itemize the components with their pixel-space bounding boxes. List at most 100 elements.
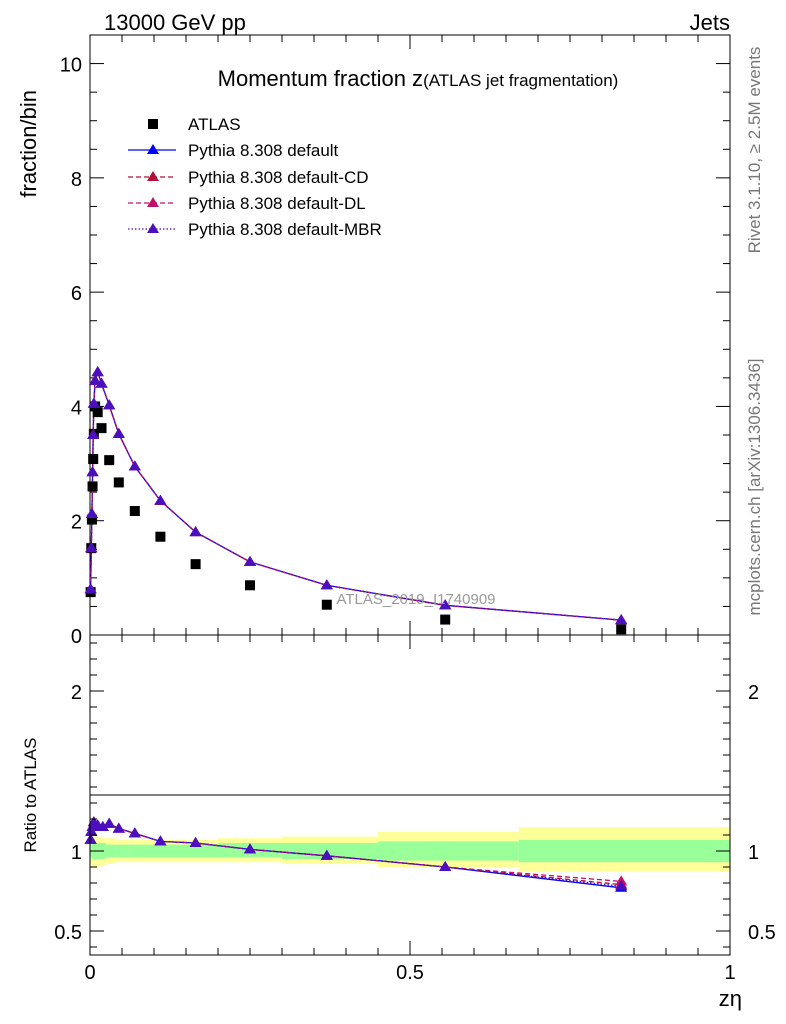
x-axis-label: zη: [719, 986, 742, 1011]
ratio-y-axis-label: Ratio to ATLAS: [21, 738, 40, 853]
legend-label-default: Pythia 8.308 default: [188, 141, 339, 160]
main-axis-ticks: 0 2 4 6 8 10: [60, 34, 731, 648]
ratio-y-tick-label: 2: [71, 682, 82, 704]
main-mc-point-4: [87, 429, 100, 439]
ratio-mc-point-3: [84, 833, 97, 844]
header-right: Jets: [690, 10, 730, 35]
main-mc-point-4: [84, 583, 97, 594]
x-tick-label: 1: [724, 962, 735, 984]
legend-label-atlas: ATLAS: [188, 115, 241, 134]
atlas-point: [129, 506, 140, 516]
ratio-band-green: [154, 844, 186, 858]
main-mc-point-4: [85, 542, 98, 553]
x-tick-label: 0: [84, 962, 95, 984]
main-mc-point-4: [95, 377, 108, 388]
legend-entry-mbr: Pythia 8.308 default-MBR: [128, 220, 382, 239]
main-y-tick-label: 10: [60, 55, 82, 77]
ratio-band-green: [128, 844, 154, 858]
ratio-y-tick-label-right: 0.5: [748, 922, 776, 944]
atlas-point: [440, 614, 451, 625]
main-mc-point-4: [128, 460, 141, 471]
main-mc-point-4: [439, 599, 452, 610]
main-mc-point-4: [154, 494, 167, 505]
main-y-tick-label: 6: [71, 283, 82, 305]
main-mc-point-4: [615, 614, 628, 625]
ratio-uncertainty-bands: [90, 827, 730, 872]
main-y-tick-label: 0: [71, 626, 82, 648]
ratio-mc-point-3: [96, 821, 109, 831]
ratio-band-green: [518, 839, 730, 863]
ratio-band-green: [282, 843, 378, 859]
ratio-mc-point-3: [244, 843, 256, 854]
main-frame: [89, 34, 731, 636]
legend-marker-dl: [147, 197, 159, 207]
ratio-band-green: [378, 841, 519, 861]
atlas-point: [155, 531, 166, 542]
ratio-mc-point-3: [615, 880, 628, 891]
atlas-point: [104, 455, 115, 466]
atlas-point: [113, 477, 124, 488]
main-mc-point-4: [244, 555, 256, 566]
ratio-y-tick-label-right: 2: [748, 682, 759, 704]
atlas-point: [87, 481, 98, 492]
ratio-y-tick-label-right: 1: [748, 842, 759, 864]
main-line-series-4: [89, 369, 622, 621]
main-title-sub: (ATLAS jet fragmentation): [423, 71, 618, 90]
ratio-mc-point-3: [128, 827, 141, 838]
atlas-point: [88, 454, 99, 464]
main-y-axis-label: fraction/bin: [16, 90, 41, 198]
legend-entry-default: Pythia 8.308 default: [128, 141, 339, 160]
legend-entry-cd: Pythia 8.308 default-CD: [128, 168, 369, 187]
ratio-mc-point-3: [112, 822, 125, 833]
atlas-point: [96, 423, 107, 434]
atlas-point: [92, 407, 103, 418]
ratio-band-green: [186, 844, 218, 858]
ratio-band-green: [115, 844, 129, 858]
main-line-series-1: [89, 369, 622, 621]
main-mc-point-4: [103, 399, 116, 410]
atlas-point: [321, 599, 332, 610]
atlas-point: [86, 514, 97, 525]
atlas-point: [616, 624, 627, 635]
legend-marker-atlas: [148, 119, 158, 129]
legend-entry-dl: Pythia 8.308 default-DL: [128, 194, 366, 213]
ratio-mc-point-3: [320, 849, 333, 860]
ratio-panel: 0.5 0.51 12 20 0.5 1 Ratio to ATLAS zη: [21, 634, 776, 1011]
main-mc-point-4: [320, 579, 333, 590]
legend-marker-mbr: [147, 223, 159, 233]
legend: ATLAS Pythia 8.308 default Pythia 8.308 …: [128, 115, 382, 239]
main-title-main: Momentum fraction z: [218, 66, 423, 91]
x-tick-label: 0.5: [396, 962, 424, 984]
main-y-tick-label: 8: [71, 169, 82, 191]
mcplots-label: mcplots.cern.ch [arXiv:1306.3436]: [745, 358, 764, 615]
main-line-series-2: [89, 369, 622, 621]
main-mc-point-4: [86, 466, 99, 477]
ratio-mc-point-3: [154, 835, 167, 846]
legend-marker-default: [147, 144, 159, 154]
header-left: 13000 GeV pp: [104, 10, 246, 35]
ratio-mc-point-3: [439, 861, 452, 871]
rivet-label: Rivet 3.1.10, ≥ 2.5M events: [745, 47, 764, 254]
main-mc-point-4: [89, 374, 102, 385]
main-y-tick-label: 4: [71, 397, 82, 419]
legend-label-dl: Pythia 8.308 default-DL: [188, 194, 366, 213]
main-mc-point-4: [85, 507, 98, 518]
ratio-band-green: [106, 844, 116, 858]
watermark-label: ATLAS_2019_I1740909: [336, 591, 495, 608]
ratio-y-tick-label: 1: [71, 842, 82, 864]
legend-entry-atlas: ATLAS: [148, 115, 241, 134]
atlas-point: [190, 559, 201, 570]
ratio-mc-point-3: [103, 817, 116, 828]
main-title: Momentum fraction z(ATLAS jet fragmentat…: [218, 66, 619, 91]
ratio-y-tick-label: 0.5: [54, 922, 82, 944]
legend-label-mbr: Pythia 8.308 default-MBR: [188, 220, 382, 239]
main-mc-point-4: [87, 397, 100, 408]
main-mc-point-4: [189, 526, 202, 537]
main-panel: 0 2 4 6 8 10 fraction/bin Momentum fraction z…: [16, 34, 731, 648]
main-series-lines: [89, 369, 622, 621]
main-markers: [84, 366, 628, 635]
ratio-mc-point-3: [189, 837, 202, 847]
ratio-axis-ticks: 0.5 0.51 12 20 0.5 1: [54, 635, 776, 984]
atlas-point: [245, 580, 255, 591]
